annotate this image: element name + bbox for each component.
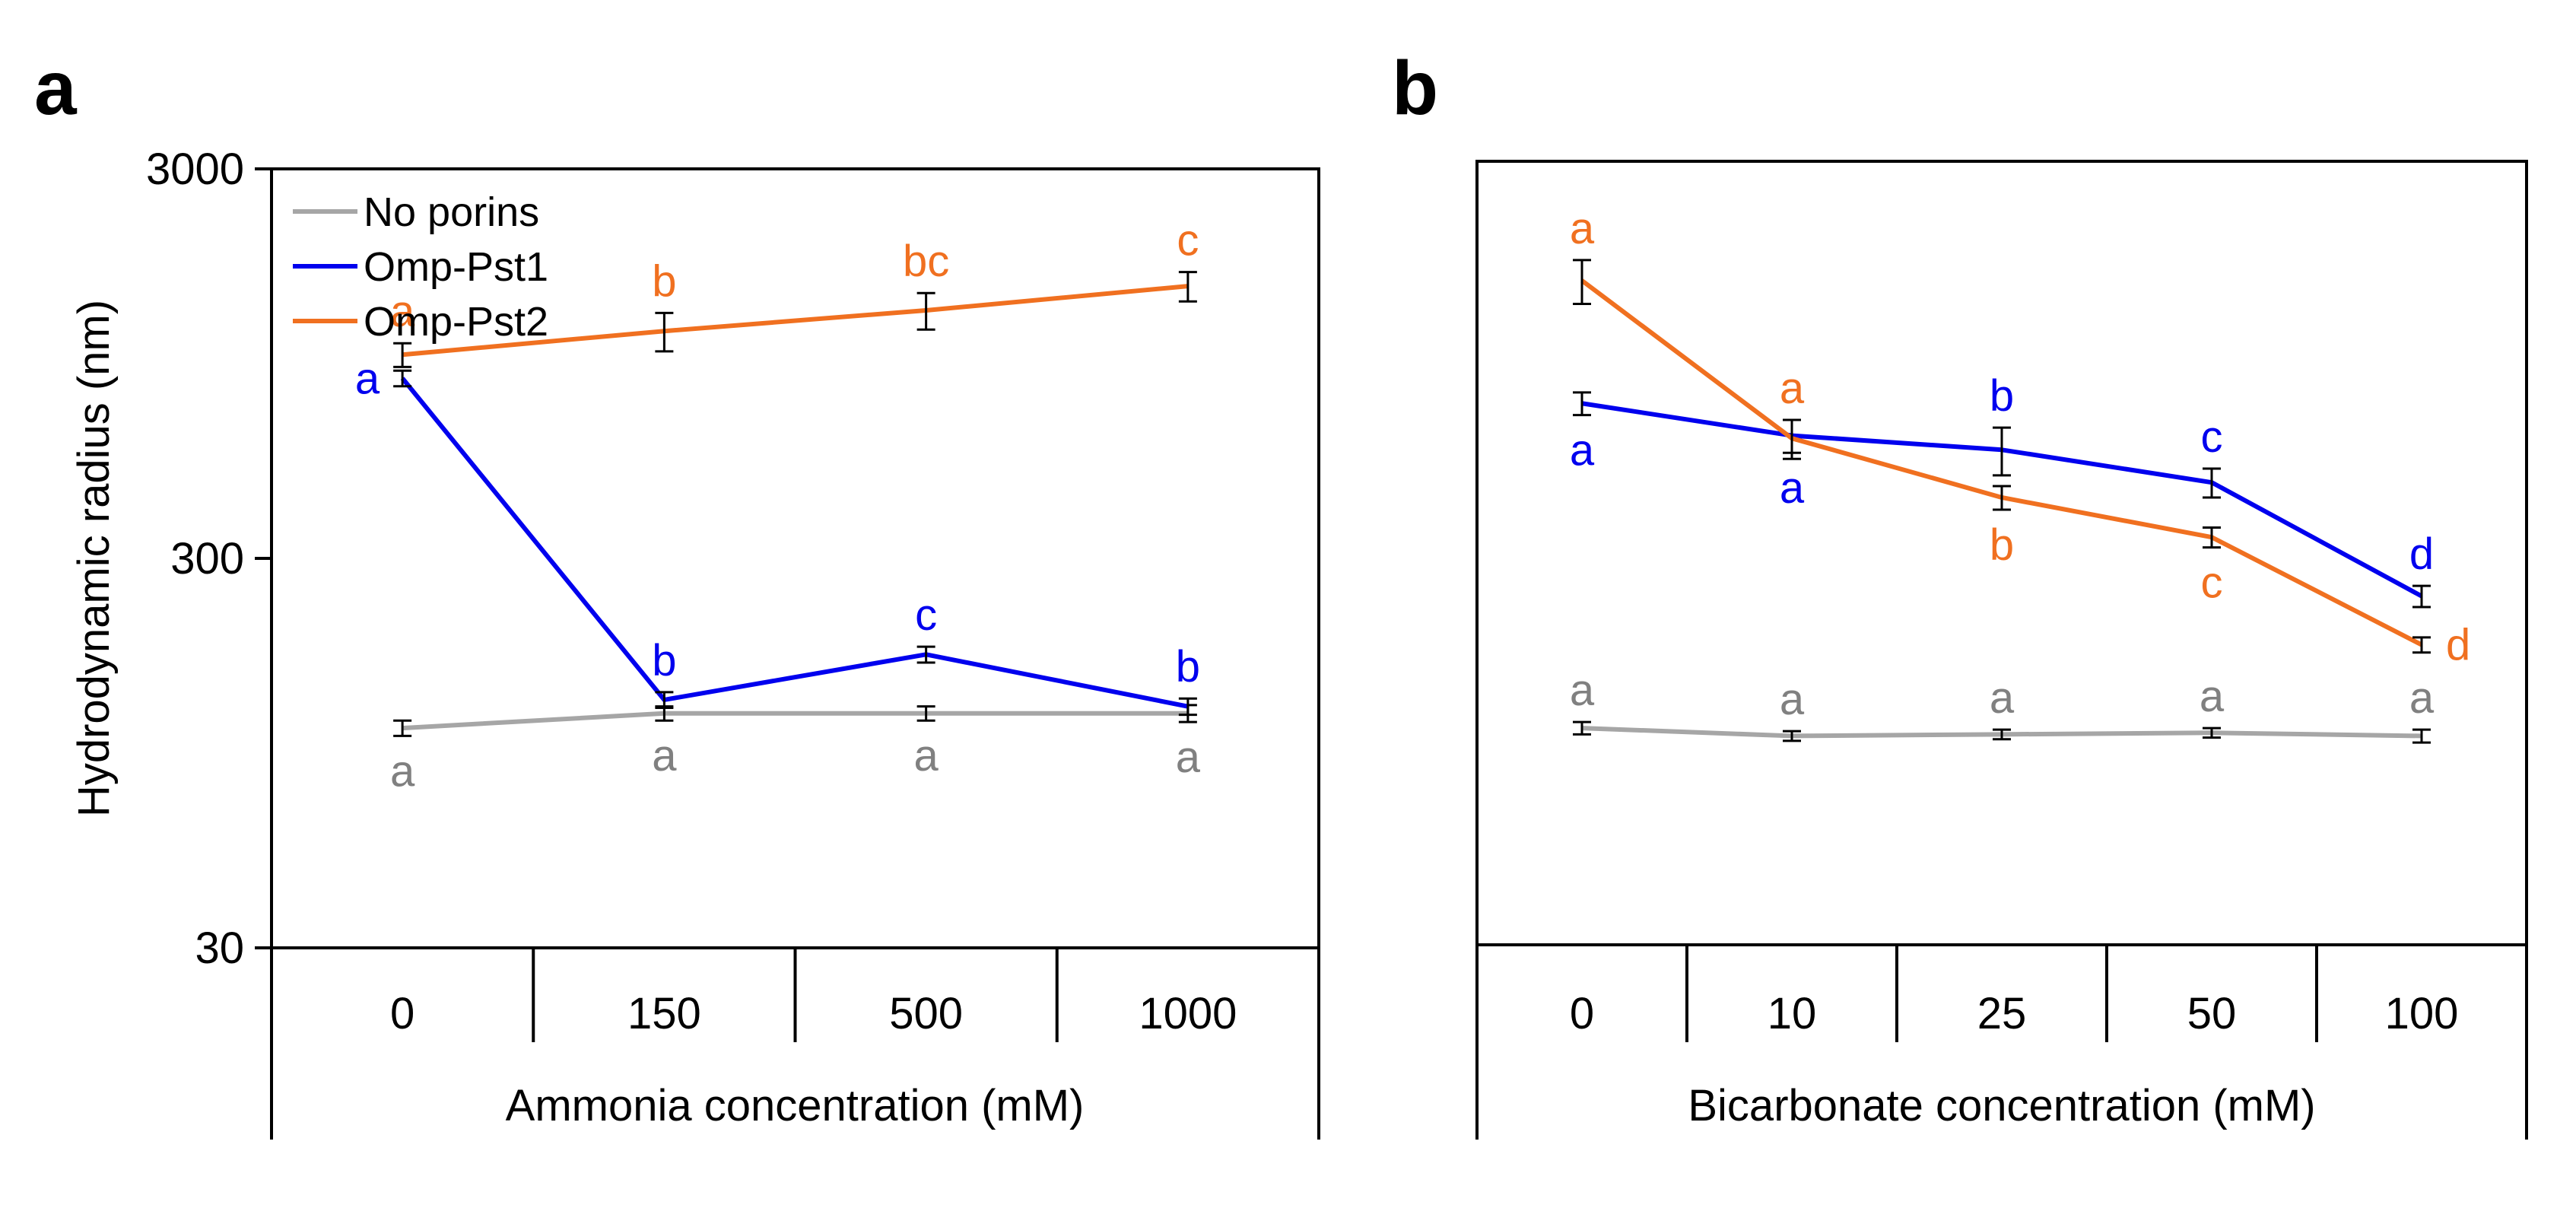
panel-a-x-axis-title: Ammonia concentration (mM) <box>506 1081 1085 1130</box>
panel-b-error-bar-no-porins <box>1573 720 1591 736</box>
panel-b-significance-letter-omp-pst1: d <box>2409 529 2434 579</box>
panel-a-error-bar-omp-pst1 <box>655 691 674 709</box>
panel-a-series-line-omp-pst1 <box>400 377 1189 709</box>
panel-b-error-bar-no-porins <box>1993 728 2011 741</box>
panel-a-significance-letter-omp-pst2: bc <box>903 237 949 286</box>
panel-b-x-tick-label: 0 <box>1570 989 1594 1038</box>
panel-b-error-bar-no-porins <box>2203 726 2221 739</box>
panel-a-x-tick-label: 500 <box>889 989 963 1038</box>
panel-b-significance-letter-no-porins: a <box>1780 675 1805 724</box>
panel-a-y-axis-title: Hydrodynamic radius (nm) <box>69 300 119 817</box>
panel-b-significance-letter-no-porins: a <box>1570 666 1595 715</box>
panel-b-error-bar-omp-pst1 <box>1993 426 2011 477</box>
panel-a-x-tick-label: 150 <box>627 989 701 1038</box>
panel-b-error-bar-omp-pst1 <box>2412 584 2431 609</box>
panel-a-significance-letter-no-porins: a <box>390 746 415 796</box>
panel-a-significance-letter-omp-pst2: a <box>390 287 415 336</box>
panel-a-significance-letter-omp-pst1: b <box>652 636 676 685</box>
panel-a-x-tick-label: 0 <box>390 989 415 1038</box>
legend-label-omp-pst1: Omp-Pst1 <box>364 244 548 290</box>
panel-b-error-bar-omp-pst2 <box>1573 259 1591 306</box>
panel-b-significance-letter-no-porins: a <box>2200 672 2225 721</box>
panel-a: a 30 300 3000 0 150 500 1000 Hydrodynamic rad… <box>34 46 1320 1140</box>
panel-a-error-bar-omp-pst1 <box>916 645 935 664</box>
panel-a-error-bar-omp-pst2 <box>916 291 935 331</box>
panel-a-y-tick-label: 3000 <box>146 145 244 194</box>
panel-a-error-bar-omp-pst2 <box>393 342 412 368</box>
panel-a-x-axis: 0 150 500 1000 <box>270 948 1320 1140</box>
panel-b-error-bar-omp-pst2 <box>1993 485 2011 511</box>
panel-b-significance-letter-omp-pst1: c <box>2201 412 2223 462</box>
panel-a-error-bar-omp-pst2 <box>1178 271 1197 303</box>
panel-a-significance-letter-omp-pst1: a <box>355 354 380 403</box>
panel-a-y-tick-label: 30 <box>195 924 244 973</box>
panel-b-error-bar-omp-pst1 <box>2203 467 2221 499</box>
panel-b-error-bar-omp-pst2 <box>2203 526 2221 549</box>
panel-a-significance-letter-omp-pst1: b <box>1176 642 1200 691</box>
panel-b-error-bar-omp-pst1 <box>1573 391 1591 417</box>
panel-b-significance-letter-omp-pst2: c <box>2201 558 2223 608</box>
panel-b-significance-letter-omp-pst1: b <box>1990 371 2014 421</box>
panel-a-significance-letter-omp-pst2: c <box>1177 216 1199 265</box>
panel-b-significance-letter-omp-pst2: d <box>2446 621 2470 670</box>
panel-a-significance-letter-omp-pst1: c <box>915 590 937 640</box>
panel-b-significance-letter-omp-pst2: a <box>1780 364 1805 413</box>
panel-a-significance-letter-no-porins: a <box>652 731 677 780</box>
panel-b-x-tick-label: 50 <box>2187 989 2237 1038</box>
panel-b-significance-letter-omp-pst2: b <box>1990 520 2014 570</box>
panel-b-label: b <box>1392 46 1438 131</box>
panel-b-significance-letter-no-porins: a <box>2409 673 2435 723</box>
panel-a-significance-letter-no-porins: a <box>1176 733 1201 782</box>
panel-b-error-bar-no-porins <box>2412 728 2431 744</box>
panel-b-x-axis-title: Bicarbonate concentration (mM) <box>1688 1081 2315 1130</box>
panel-a-error-bar-omp-pst1 <box>393 369 412 388</box>
panel-a-series-line-omp-pst2 <box>402 284 1189 358</box>
panel-b: b 0 10 25 50 100 Bicarbonate concentration (… <box>1392 46 2528 1140</box>
panel-b-significance-letter-omp-pst1: a <box>1780 463 1805 513</box>
panel-b-significance-letter-omp-pst2: a <box>1570 204 1595 253</box>
panel-a-significance-letter-omp-pst2: b <box>652 256 676 306</box>
panel-a-series-line-no-porins <box>402 711 1188 731</box>
panel-b-error-bar-omp-pst2 <box>1783 418 1801 460</box>
panel-a-significance-letter-no-porins: a <box>913 731 939 780</box>
legend-label-no-porins: No porins <box>364 189 539 235</box>
panel-b-error-bar-omp-pst2 <box>2412 636 2431 654</box>
panel-b-x-tick-label: 100 <box>2385 989 2459 1038</box>
panel-a-label: a <box>34 46 78 131</box>
legend: No porins Omp-Pst1 Omp-Pst2 <box>293 189 548 345</box>
panel-a-error-bar-no-porins <box>916 705 935 722</box>
panel-a-error-bar-omp-pst2 <box>655 311 674 353</box>
panel-b-x-tick-label: 10 <box>1768 989 1817 1038</box>
panel-b-x-tick-label: 25 <box>1977 989 2027 1038</box>
legend-label-omp-pst2: Omp-Pst2 <box>364 299 548 345</box>
panel-a-y-axis: 30 300 3000 <box>146 145 272 973</box>
panel-b-error-bar-no-porins <box>1783 730 1801 742</box>
panel-b-plot-frame <box>1475 160 2528 946</box>
panel-a-error-bar-omp-pst1 <box>1178 697 1197 717</box>
panel-b-significance-letter-omp-pst1: a <box>1570 426 1595 475</box>
panel-b-x-axis: 0 10 25 50 100 <box>1475 945 2528 1140</box>
panel-a-error-bar-no-porins <box>393 719 412 737</box>
panel-b-significance-letter-no-porins: a <box>1990 673 2015 723</box>
panel-a-x-tick-label: 1000 <box>1139 989 1237 1038</box>
panel-a-y-tick-label: 300 <box>170 534 244 583</box>
